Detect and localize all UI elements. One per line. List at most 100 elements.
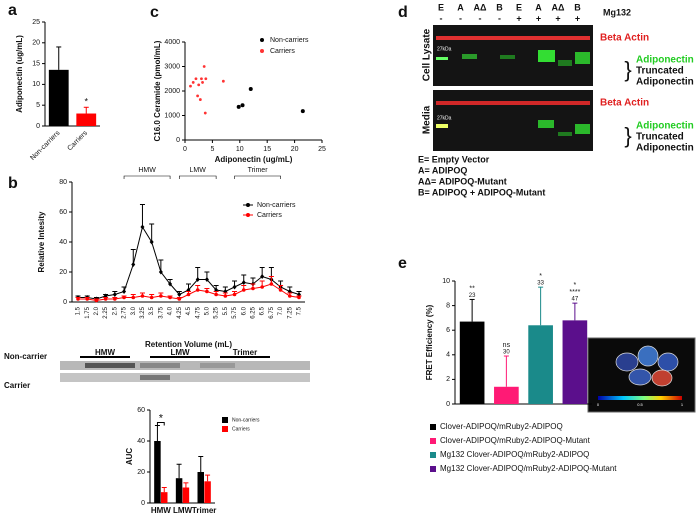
- y-tick-label: 0: [446, 401, 450, 408]
- point: [260, 285, 264, 289]
- n-label: 33: [537, 281, 544, 287]
- x-tick-label: 6.25: [251, 306, 257, 318]
- microscopy-image: [587, 337, 696, 413]
- legend-label: Mg132 Clover-ADIPOQ/mRuby2-ADIPOQ-Mutant: [440, 464, 617, 473]
- point: [112, 292, 117, 297]
- x-tick-label: 5.75: [232, 306, 238, 318]
- legend-label: Non-carriers: [232, 417, 260, 423]
- y-tick-label: 15: [32, 60, 40, 67]
- point: [122, 289, 127, 294]
- band-label: Adiponectin: [636, 143, 694, 154]
- x-tick-label: 3.75: [158, 306, 164, 318]
- legend-marker: [260, 38, 264, 42]
- bar: [160, 492, 168, 503]
- band-label: Beta Actin: [600, 33, 649, 44]
- point: [195, 288, 200, 292]
- x-tick-label: 1.5: [76, 306, 82, 315]
- y-axis-label: C16.0 Ceramide (pmol/mL): [153, 40, 162, 141]
- bar: [154, 441, 161, 503]
- x-tick-label: 5: [210, 146, 214, 153]
- significance-label: ns: [503, 342, 511, 349]
- bar: [182, 487, 190, 503]
- significance-label: ****: [569, 289, 580, 296]
- point: [149, 239, 154, 245]
- point: [241, 288, 246, 292]
- x-tick-label: 3.5: [149, 306, 155, 315]
- y-tick-label: 40: [137, 438, 145, 445]
- point: [204, 277, 209, 282]
- significance-label: **: [469, 285, 475, 292]
- y-tick-label: 1000: [164, 112, 180, 119]
- x-tick-label: 6.75: [269, 306, 275, 318]
- point: [191, 81, 195, 84]
- legend-line: B= ADIPOQ + ADIPOQ-Mutant: [418, 187, 545, 197]
- legend-label: Carriers: [270, 48, 295, 55]
- n-label: 30: [503, 350, 510, 356]
- region-bracket: [178, 175, 217, 179]
- point: [232, 284, 237, 290]
- blot-row-label: Non-carrier: [4, 352, 47, 361]
- significance-bracket: [156, 422, 165, 426]
- x-tick-label: 4.5: [186, 306, 192, 315]
- point: [103, 297, 108, 301]
- band-label: Adiponectin: [636, 121, 694, 132]
- point: [196, 94, 200, 98]
- svg-text:}: }: [624, 123, 631, 148]
- legend-swatch: [222, 426, 228, 432]
- point: [131, 262, 136, 267]
- point: [140, 224, 145, 230]
- colorbar-label: 0: [597, 402, 600, 407]
- point: [269, 282, 274, 286]
- legend-line: AΔ= ADIPOQ-Mutant: [418, 176, 507, 186]
- x-tick-label: 1.75: [85, 306, 91, 318]
- bar: [494, 386, 519, 404]
- lane-label: A: [457, 2, 464, 12]
- y-tick-label: 0: [141, 500, 145, 507]
- y-tick-label: 25: [32, 19, 40, 26]
- region-label: HMW: [138, 167, 156, 174]
- y-tick-label: 2000: [164, 88, 180, 95]
- significance-label: *: [574, 282, 577, 289]
- legend-label: Mg132 Clover-ADIPOQ/mRuby2-ADIPOQ: [440, 450, 589, 459]
- band-label: Truncated: [636, 66, 684, 77]
- point: [177, 297, 182, 301]
- x-tick-label: 15: [263, 146, 271, 153]
- legend-line: E= Empty Vector: [418, 154, 490, 164]
- band-label: Adiponectin: [636, 77, 694, 88]
- y-axis-label: FRET Efficiency (%): [425, 304, 434, 380]
- x-axis-label: Adiponectin (ug/mL): [215, 155, 293, 164]
- x-tick-label: 5.5: [223, 306, 229, 315]
- blot-band-label: Trimer: [233, 348, 257, 357]
- x-tick-label: 2.25: [103, 306, 109, 318]
- point: [122, 295, 126, 300]
- section-label: Media: [422, 105, 433, 134]
- significance-label: *: [159, 412, 164, 424]
- legend-label: Carriers: [232, 426, 250, 432]
- n-label: 23: [469, 293, 476, 299]
- marker-label: 27kDa: [437, 46, 452, 52]
- treatment-sign: +: [536, 13, 541, 23]
- x-tick-label: 0: [183, 146, 187, 153]
- blot-band-label: LMW: [170, 348, 190, 357]
- point: [159, 294, 163, 298]
- point: [201, 81, 204, 84]
- legend-marker: [246, 203, 250, 207]
- x-tick-label: Carriers: [66, 129, 89, 152]
- point: [287, 294, 292, 298]
- lane-label: AΔ: [552, 2, 565, 12]
- y-tick-label: 0: [176, 137, 180, 144]
- legend-marker: [260, 49, 264, 53]
- svg-text:}: }: [624, 57, 631, 82]
- x-tick-label: 4.75: [195, 306, 201, 318]
- y-tick-label: 8: [446, 302, 450, 309]
- treatment-sign: -: [479, 13, 482, 23]
- treatment-sign: +: [516, 13, 521, 23]
- y-axis-label: AUC: [125, 448, 134, 466]
- y-tick-label: 10: [442, 278, 450, 285]
- y-tick-label: 60: [59, 209, 67, 216]
- panel-label: b: [8, 175, 18, 192]
- x-tick-label: LMW: [173, 506, 193, 515]
- point: [214, 292, 218, 297]
- point: [168, 295, 172, 300]
- bar: [48, 69, 69, 126]
